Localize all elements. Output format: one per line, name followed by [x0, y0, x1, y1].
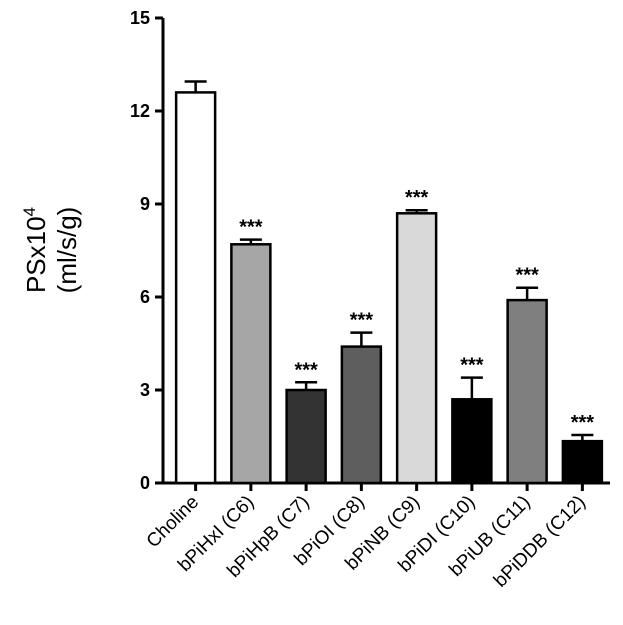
- y-tick-label: 12: [130, 101, 150, 121]
- bar: [174, 91, 217, 485]
- significance-label: ***: [405, 187, 429, 209]
- bar: [230, 243, 272, 485]
- bar: [506, 298, 548, 485]
- bar: [395, 212, 438, 485]
- y-axis-label-main: PSx10: [21, 216, 51, 293]
- significance-label: ***: [460, 355, 484, 377]
- significance-label: ***: [350, 310, 374, 332]
- y-tick-label: 9: [140, 194, 150, 214]
- y-tick-label: 6: [140, 287, 150, 307]
- bar: [561, 439, 604, 485]
- svg-text:PSx104: PSx104: [20, 207, 51, 293]
- bars-group: *** *** *** *** *** *** ***: [174, 80, 604, 485]
- significance-label: ***: [294, 359, 318, 381]
- y-axis-label-superscript: 4: [20, 207, 39, 216]
- y-tick-label: 0: [140, 473, 150, 493]
- bar: [451, 398, 493, 485]
- y-axis-label-unit: (ml/s/g): [52, 207, 82, 294]
- significance-label: ***: [239, 217, 263, 239]
- y-tick-label: 15: [130, 8, 150, 28]
- y-tick-label: 3: [140, 380, 150, 400]
- significance-label: ***: [515, 265, 539, 287]
- bar: [340, 345, 383, 485]
- bar: [285, 388, 327, 485]
- y-axis-label: PSx104 (ml/s/g): [20, 207, 82, 294]
- significance-label: ***: [571, 412, 595, 434]
